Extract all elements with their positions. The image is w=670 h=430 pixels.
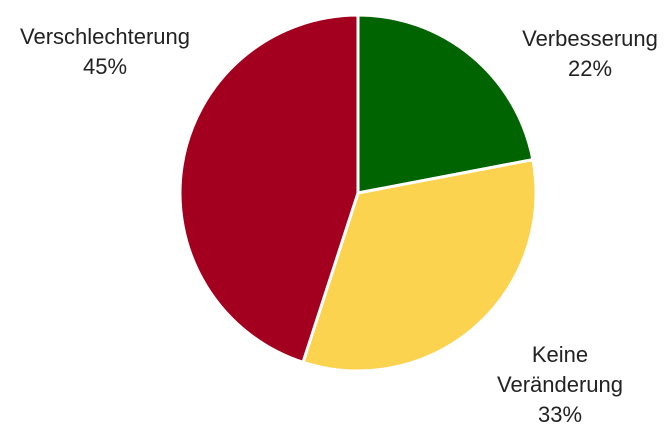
pie-slice [178, 13, 360, 365]
pie-slice [301, 157, 538, 373]
category-name: Keine Veränderung [497, 342, 623, 397]
value-label: 45% [82, 54, 128, 79]
pie-slice [356, 13, 535, 195]
slice-label: Verschlechterung 45% [0, 22, 210, 82]
category-name: Verschlechterung [20, 24, 190, 49]
value-label: 33% [537, 402, 583, 427]
value-label: 22% [567, 56, 613, 81]
category-name: Verbesserung [522, 26, 658, 51]
slice-label: Verbesserung 22% [500, 24, 670, 84]
slice-label: Keine Veränderung 33% [485, 340, 635, 430]
